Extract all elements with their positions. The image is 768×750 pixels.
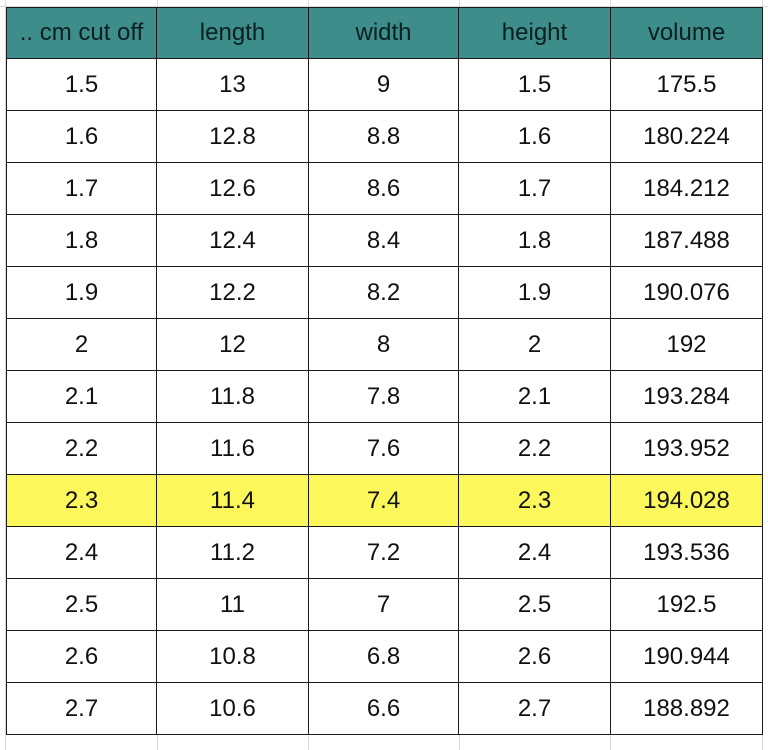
header-cell-height[interactable]: height (458, 7, 611, 59)
cut-off-cell[interactable]: 1.9 (6, 266, 157, 319)
length-cell[interactable]: 12 (156, 318, 309, 371)
table-row: 1.7 12.6 8.6 1.7 184.212 (6, 162, 763, 215)
length-cell[interactable]: 10.6 (156, 682, 309, 735)
table-row: 2.3 11.4 7.4 2.3 194.028 (6, 474, 763, 527)
length-cell[interactable]: 10.8 (156, 630, 309, 683)
volume-cell[interactable]: 194.028 (610, 474, 763, 527)
width-cell[interactable]: 6.8 (308, 630, 459, 683)
cut-off-cell[interactable]: 2.2 (6, 422, 157, 475)
volume-cell[interactable]: 190.944 (610, 630, 763, 683)
height-cell[interactable]: 1.6 (458, 110, 611, 163)
volume-cell[interactable]: 188.892 (610, 682, 763, 735)
table-row: 2.7 10.6 6.6 2.7 188.892 (6, 682, 763, 735)
table-row: 2.4 11.2 7.2 2.4 193.536 (6, 526, 763, 579)
length-cell[interactable]: 11 (156, 578, 309, 631)
length-cell[interactable]: 12.2 (156, 266, 309, 319)
height-cell[interactable]: 2.7 (458, 682, 611, 735)
table-row: 2.6 10.8 6.8 2.6 190.944 (6, 630, 763, 683)
volume-table: .. cm cut off length width height volume… (6, 7, 763, 735)
cut-off-cell[interactable]: 2.5 (6, 578, 157, 631)
width-cell[interactable]: 8.6 (308, 162, 459, 215)
cut-off-cell[interactable]: 2.6 (6, 630, 157, 683)
cut-off-cell[interactable]: 1.5 (6, 58, 157, 111)
width-cell[interactable]: 7.8 (308, 370, 459, 423)
length-cell[interactable]: 11.4 (156, 474, 309, 527)
height-cell[interactable]: 2.3 (458, 474, 611, 527)
height-cell[interactable]: 2.4 (458, 526, 611, 579)
height-cell[interactable]: 2 (458, 318, 611, 371)
width-cell[interactable]: 7.4 (308, 474, 459, 527)
width-cell[interactable]: 6.6 (308, 682, 459, 735)
table-row: 1.5 13 9 1.5 175.5 (6, 58, 763, 111)
table-row: 2 12 8 2 192 (6, 318, 763, 371)
cut-off-cell[interactable]: 2 (6, 318, 157, 371)
table-row: 2.1 11.8 7.8 2.1 193.284 (6, 370, 763, 423)
cut-off-cell[interactable]: 1.8 (6, 214, 157, 267)
length-cell[interactable]: 11.8 (156, 370, 309, 423)
height-cell[interactable]: 2.1 (458, 370, 611, 423)
volume-cell[interactable]: 192 (610, 318, 763, 371)
header-cell-cut-off[interactable]: .. cm cut off (6, 7, 157, 59)
header-cell-volume[interactable]: volume (610, 7, 763, 59)
width-cell[interactable]: 8 (308, 318, 459, 371)
height-cell[interactable]: 2.2 (458, 422, 611, 475)
cut-off-cell[interactable]: 2.3 (6, 474, 157, 527)
volume-cell[interactable]: 180.224 (610, 110, 763, 163)
table-row: 2.5 11 7 2.5 192.5 (6, 578, 763, 631)
volume-cell[interactable]: 193.952 (610, 422, 763, 475)
volume-cell[interactable]: 184.212 (610, 162, 763, 215)
volume-cell[interactable]: 187.488 (610, 214, 763, 267)
height-cell[interactable]: 2.6 (458, 630, 611, 683)
cut-off-cell[interactable]: 1.7 (6, 162, 157, 215)
cut-off-cell[interactable]: 2.7 (6, 682, 157, 735)
length-cell[interactable]: 12.8 (156, 110, 309, 163)
width-cell[interactable]: 7.6 (308, 422, 459, 475)
height-cell[interactable]: 1.9 (458, 266, 611, 319)
cut-off-cell[interactable]: 1.6 (6, 110, 157, 163)
width-cell[interactable]: 7.2 (308, 526, 459, 579)
volume-cell[interactable]: 193.284 (610, 370, 763, 423)
length-cell[interactable]: 12.6 (156, 162, 309, 215)
volume-cell[interactable]: 192.5 (610, 578, 763, 631)
width-cell[interactable]: 8.8 (308, 110, 459, 163)
table-row: 1.8 12.4 8.4 1.8 187.488 (6, 214, 763, 267)
volume-cell[interactable]: 193.536 (610, 526, 763, 579)
table-row: 1.9 12.2 8.2 1.9 190.076 (6, 266, 763, 319)
header-row: .. cm cut off length width height volume (6, 7, 763, 59)
header-cell-length[interactable]: length (156, 7, 309, 59)
volume-cell[interactable]: 175.5 (610, 58, 763, 111)
width-cell[interactable]: 7 (308, 578, 459, 631)
length-cell[interactable]: 13 (156, 58, 309, 111)
table-row: 2.2 11.6 7.6 2.2 193.952 (6, 422, 763, 475)
length-cell[interactable]: 12.4 (156, 214, 309, 267)
width-cell[interactable]: 9 (308, 58, 459, 111)
length-cell[interactable]: 11.6 (156, 422, 309, 475)
table-row: 1.6 12.8 8.8 1.6 180.224 (6, 110, 763, 163)
width-cell[interactable]: 8.4 (308, 214, 459, 267)
header-cell-width[interactable]: width (308, 7, 459, 59)
cut-off-cell[interactable]: 2.1 (6, 370, 157, 423)
height-cell[interactable]: 1.5 (458, 58, 611, 111)
height-cell[interactable]: 1.7 (458, 162, 611, 215)
cut-off-cell[interactable]: 2.4 (6, 526, 157, 579)
length-cell[interactable]: 11.2 (156, 526, 309, 579)
height-cell[interactable]: 1.8 (458, 214, 611, 267)
volume-cell[interactable]: 190.076 (610, 266, 763, 319)
height-cell[interactable]: 2.5 (458, 578, 611, 631)
table-body: 1.5 13 9 1.5 175.5 1.6 12.8 8.8 1.6 180.224 1.7 12.… (6, 58, 763, 735)
width-cell[interactable]: 8.2 (308, 266, 459, 319)
